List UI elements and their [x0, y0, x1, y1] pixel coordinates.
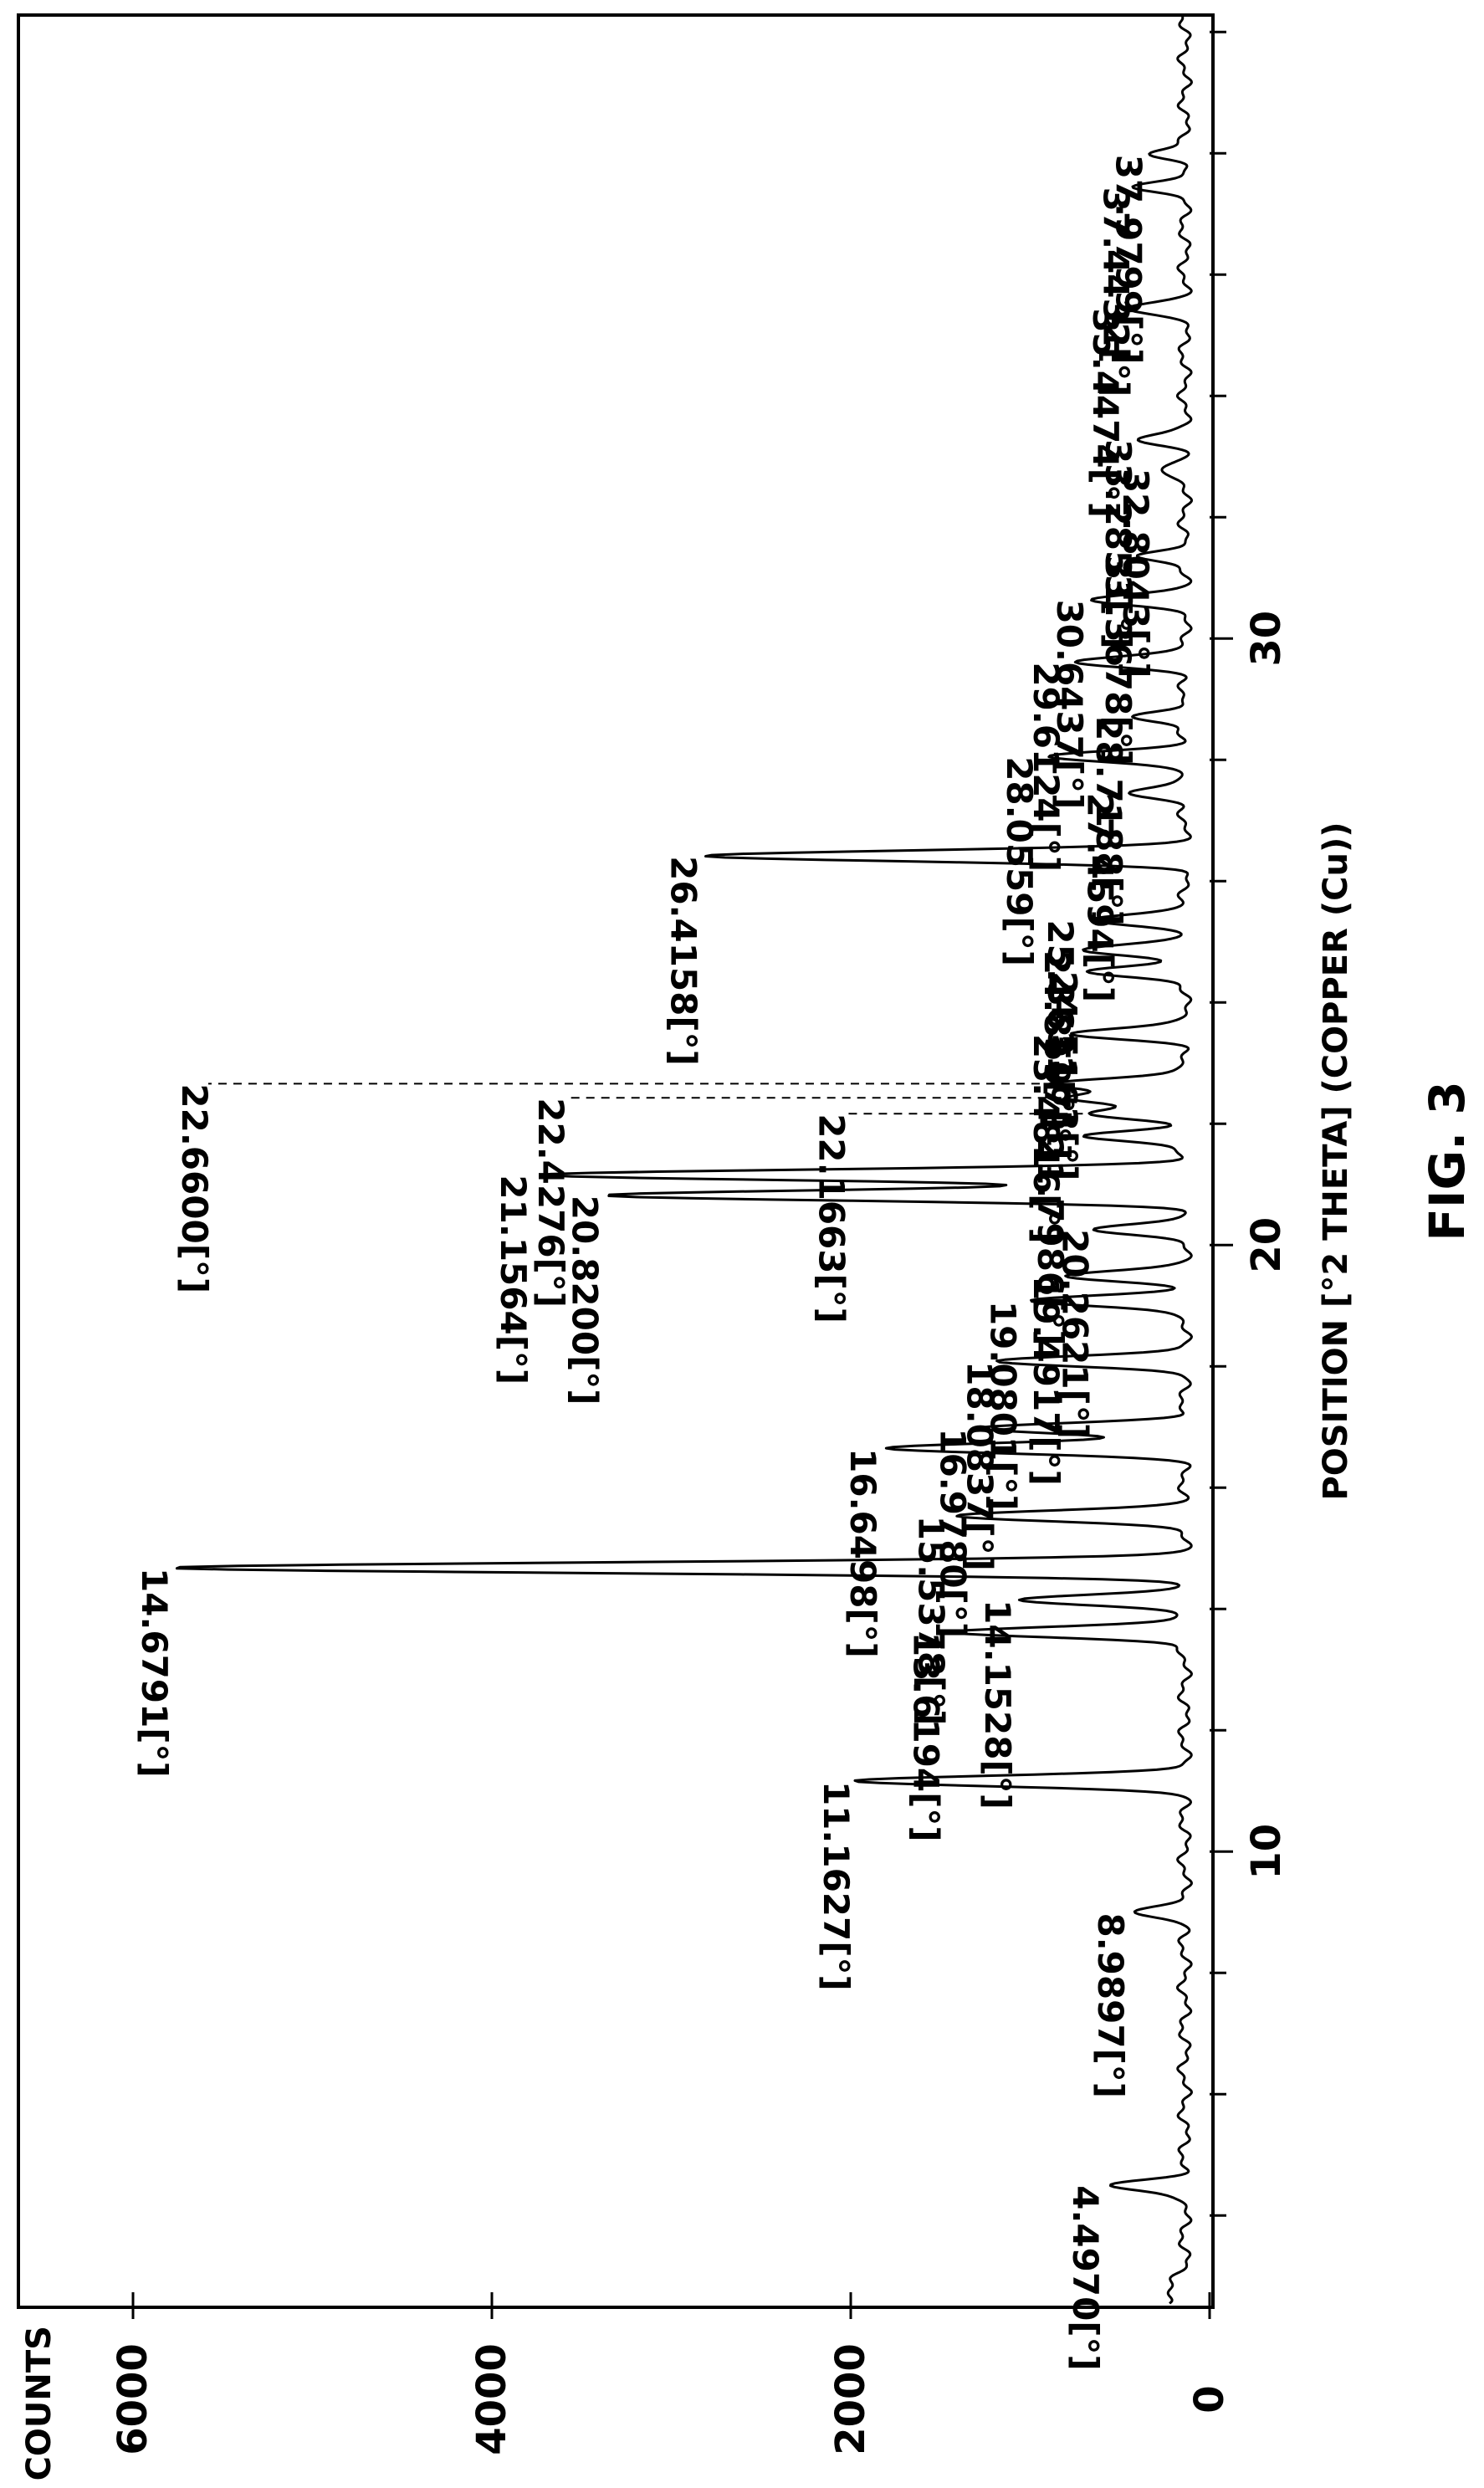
- peak-label: 37.9799[°]: [1108, 155, 1149, 365]
- peak-label: 21.1564[°]: [493, 1175, 534, 1385]
- peak-label: 22.4276[°]: [530, 1098, 571, 1308]
- peak-label: 4.4970[°]: [1065, 2185, 1106, 2370]
- peak-label: 19.0801[°]: [983, 1301, 1024, 1511]
- y-tick-label: 2000: [827, 2343, 874, 2455]
- y-axis-title: COUNTS: [20, 2326, 59, 2480]
- figure-label: FIG. 3: [1419, 1081, 1476, 1241]
- x-axis-ticks: 10 20 30: [1210, 32, 1290, 2215]
- peak-label: 22.1663[°]: [811, 1113, 852, 1323]
- x-axis-title: POSITION [°2 THETA] (COPPER (Cu)): [1317, 822, 1355, 1500]
- peak-label: 30.6437[°]: [1049, 600, 1090, 810]
- y-axis-ticks: 0 2000 4000 6000: [110, 2292, 1233, 2455]
- peak-label: 14.6791[°]: [134, 1568, 175, 1778]
- peak-label: 11.1627[°]: [816, 1781, 857, 1991]
- peak-label: 14.1528[°]: [977, 1600, 1018, 1810]
- peak-label: 22.6600[°]: [174, 1083, 215, 1293]
- x-tick-label: 10: [1243, 1824, 1290, 1880]
- x-tick-label: 30: [1243, 611, 1290, 667]
- peak-label: 8.9897[°]: [1090, 1912, 1131, 2097]
- y-tick-label: 0: [1186, 2385, 1233, 2413]
- x-tick-label: 20: [1243, 1217, 1290, 1273]
- y-tick-label: 4000: [468, 2343, 515, 2455]
- y-tick-label: 6000: [110, 2343, 156, 2455]
- peak-labels: 4.4970[°]8.9897[°]11.1627[°]13.6194[°]14…: [134, 155, 1156, 2371]
- peak-label: 16.6498[°]: [842, 1448, 883, 1658]
- peak-label: 25.3631[°]: [1040, 919, 1081, 1129]
- peak-label: 26.4158[°]: [663, 856, 704, 1066]
